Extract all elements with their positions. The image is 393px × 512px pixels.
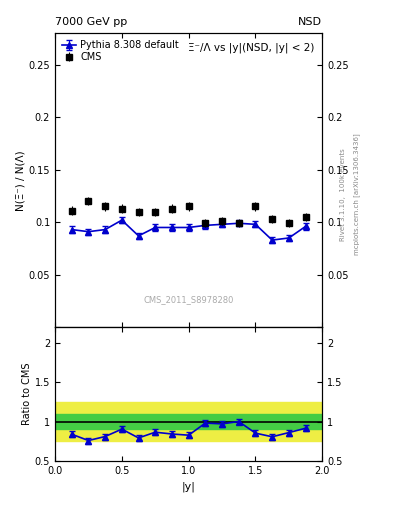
- Bar: [55, 414, 322, 430]
- Text: NSD: NSD: [298, 16, 322, 27]
- Legend: Pythia 8.308 default, CMS: Pythia 8.308 default, CMS: [60, 38, 181, 64]
- Text: 7000 GeV pp: 7000 GeV pp: [55, 16, 127, 27]
- X-axis label: |y|: |y|: [182, 481, 196, 492]
- Text: CMS_2011_S8978280: CMS_2011_S8978280: [143, 295, 234, 304]
- Y-axis label: N(Ξ⁻) / N(Λ): N(Ξ⁻) / N(Λ): [16, 150, 26, 210]
- Text: mcplots.cern.ch [arXiv:1306.3436]: mcplots.cern.ch [arXiv:1306.3436]: [354, 134, 360, 255]
- Y-axis label: Ratio to CMS: Ratio to CMS: [22, 362, 32, 425]
- Text: Rivet 3.1.10,  100k events: Rivet 3.1.10, 100k events: [340, 148, 346, 241]
- Bar: [55, 402, 322, 441]
- Text: Ξ⁻/Λ vs |y|(NSD, |y| < 2): Ξ⁻/Λ vs |y|(NSD, |y| < 2): [188, 42, 314, 53]
